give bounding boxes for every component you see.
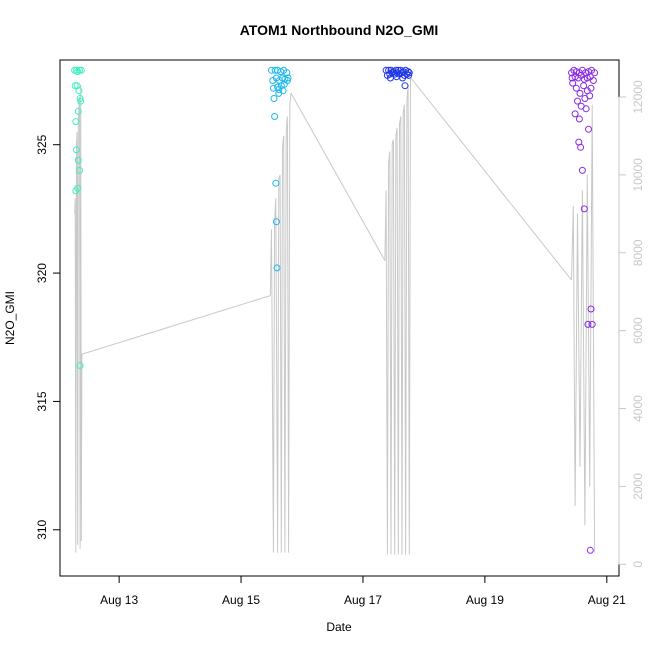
data-point-flight-4 <box>569 79 577 87</box>
altitude-line <box>290 92 386 261</box>
data-point-flight-1 <box>74 107 82 115</box>
altitude-line <box>384 77 411 555</box>
data-point-flight-4 <box>574 97 581 105</box>
data-point-flight-4 <box>580 82 588 90</box>
y2-tick-label: 6000 <box>631 317 645 344</box>
y2-tick-label: 10000 <box>631 158 645 192</box>
altitude-lines <box>74 77 596 555</box>
altitude-line <box>269 93 292 553</box>
data-point-flight-2 <box>272 179 280 187</box>
data-point-flight-2 <box>283 77 291 84</box>
x-tick-label: Aug 17 <box>344 593 382 607</box>
data-point-flight-2 <box>270 95 278 102</box>
data-point-flight-2 <box>273 264 281 272</box>
y-tick-label: 320 <box>35 263 49 283</box>
chart-title: ATOM1 Northbound N2O_GMI <box>240 22 439 38</box>
y2-axis: 0 2000 4000 6000 8000 10000 12000 <box>618 80 645 568</box>
x-tick-label: Aug 15 <box>222 593 260 607</box>
data-point-flight-4 <box>588 320 596 328</box>
x-tick-label: Aug 19 <box>466 593 504 607</box>
data-point-flight-4 <box>584 320 592 328</box>
data-point-flight-3 <box>382 66 390 74</box>
data-point-flight-4 <box>587 84 595 92</box>
data-point-flight-4 <box>582 105 590 113</box>
data-point-flight-3 <box>399 74 407 82</box>
data-point-flight-2 <box>272 218 280 226</box>
data-point-flight-4 <box>586 546 594 554</box>
x-tick-label: Aug 21 <box>588 593 626 607</box>
data-point-flight-4 <box>591 69 599 77</box>
x-axis-label: Date <box>326 620 352 634</box>
data-point-flight-3 <box>405 69 413 77</box>
data-point-flight-1 <box>73 146 80 154</box>
data-point-flight-1 <box>77 97 85 105</box>
altitude-line <box>410 77 572 281</box>
data-point-flight-2 <box>271 113 279 120</box>
data-point-flight-1 <box>75 87 83 95</box>
data-point-flight-4 <box>576 89 584 97</box>
y2-tick-label: 12000 <box>631 80 645 114</box>
y-tick-label: 310 <box>35 519 49 539</box>
data-point-flight-4 <box>589 77 597 84</box>
y-tick-label: 325 <box>35 134 49 154</box>
data-point-flight-1 <box>71 82 79 90</box>
data-points <box>71 66 599 554</box>
data-point-flight-4 <box>571 110 579 118</box>
data-point-flight-1 <box>76 362 84 369</box>
data-point-flight-4 <box>572 84 580 92</box>
y-axis-label: N2O_GMI <box>3 291 17 345</box>
data-point-flight-3 <box>401 82 409 90</box>
x-tick-label: Aug 13 <box>100 593 138 607</box>
data-point-flight-1 <box>76 166 83 174</box>
data-point-flight-1 <box>71 66 79 74</box>
data-point-flight-1 <box>74 68 82 76</box>
data-point-flight-1 <box>77 66 85 74</box>
data-point-flight-4 <box>586 92 594 100</box>
y2-tick-label: 8000 <box>631 239 645 266</box>
altitude-line <box>82 295 271 355</box>
data-point-flight-1 <box>74 156 82 164</box>
y-axis: 310 315 320 325 <box>35 134 61 540</box>
y2-tick-label: 2000 <box>631 473 645 500</box>
altitude-line <box>571 104 596 553</box>
data-point-flight-1 <box>73 66 80 74</box>
data-point-flight-2 <box>283 69 291 77</box>
data-point-flight-4 <box>577 143 585 151</box>
data-point-flight-2 <box>279 87 287 95</box>
x-axis: Aug 13 Aug 15 Aug 17 Aug 19 Aug 21 <box>100 575 626 607</box>
data-point-flight-1 <box>72 118 80 126</box>
data-point-flight-4 <box>580 205 588 213</box>
data-point-flight-1 <box>74 184 82 192</box>
data-point-flight-4 <box>585 125 592 133</box>
y2-tick-label: 0 <box>631 561 645 568</box>
data-point-flight-4 <box>575 115 583 123</box>
plot-frame <box>59 59 620 577</box>
altitude-line <box>74 85 83 553</box>
data-point-flight-3 <box>405 71 413 79</box>
data-point-flight-4 <box>578 166 586 174</box>
data-point-flight-2 <box>275 86 283 93</box>
y-tick-label: 315 <box>35 391 49 411</box>
y2-tick-label: 4000 <box>631 395 645 422</box>
data-point-flight-4 <box>587 305 595 313</box>
data-point-flight-1 <box>76 95 84 102</box>
